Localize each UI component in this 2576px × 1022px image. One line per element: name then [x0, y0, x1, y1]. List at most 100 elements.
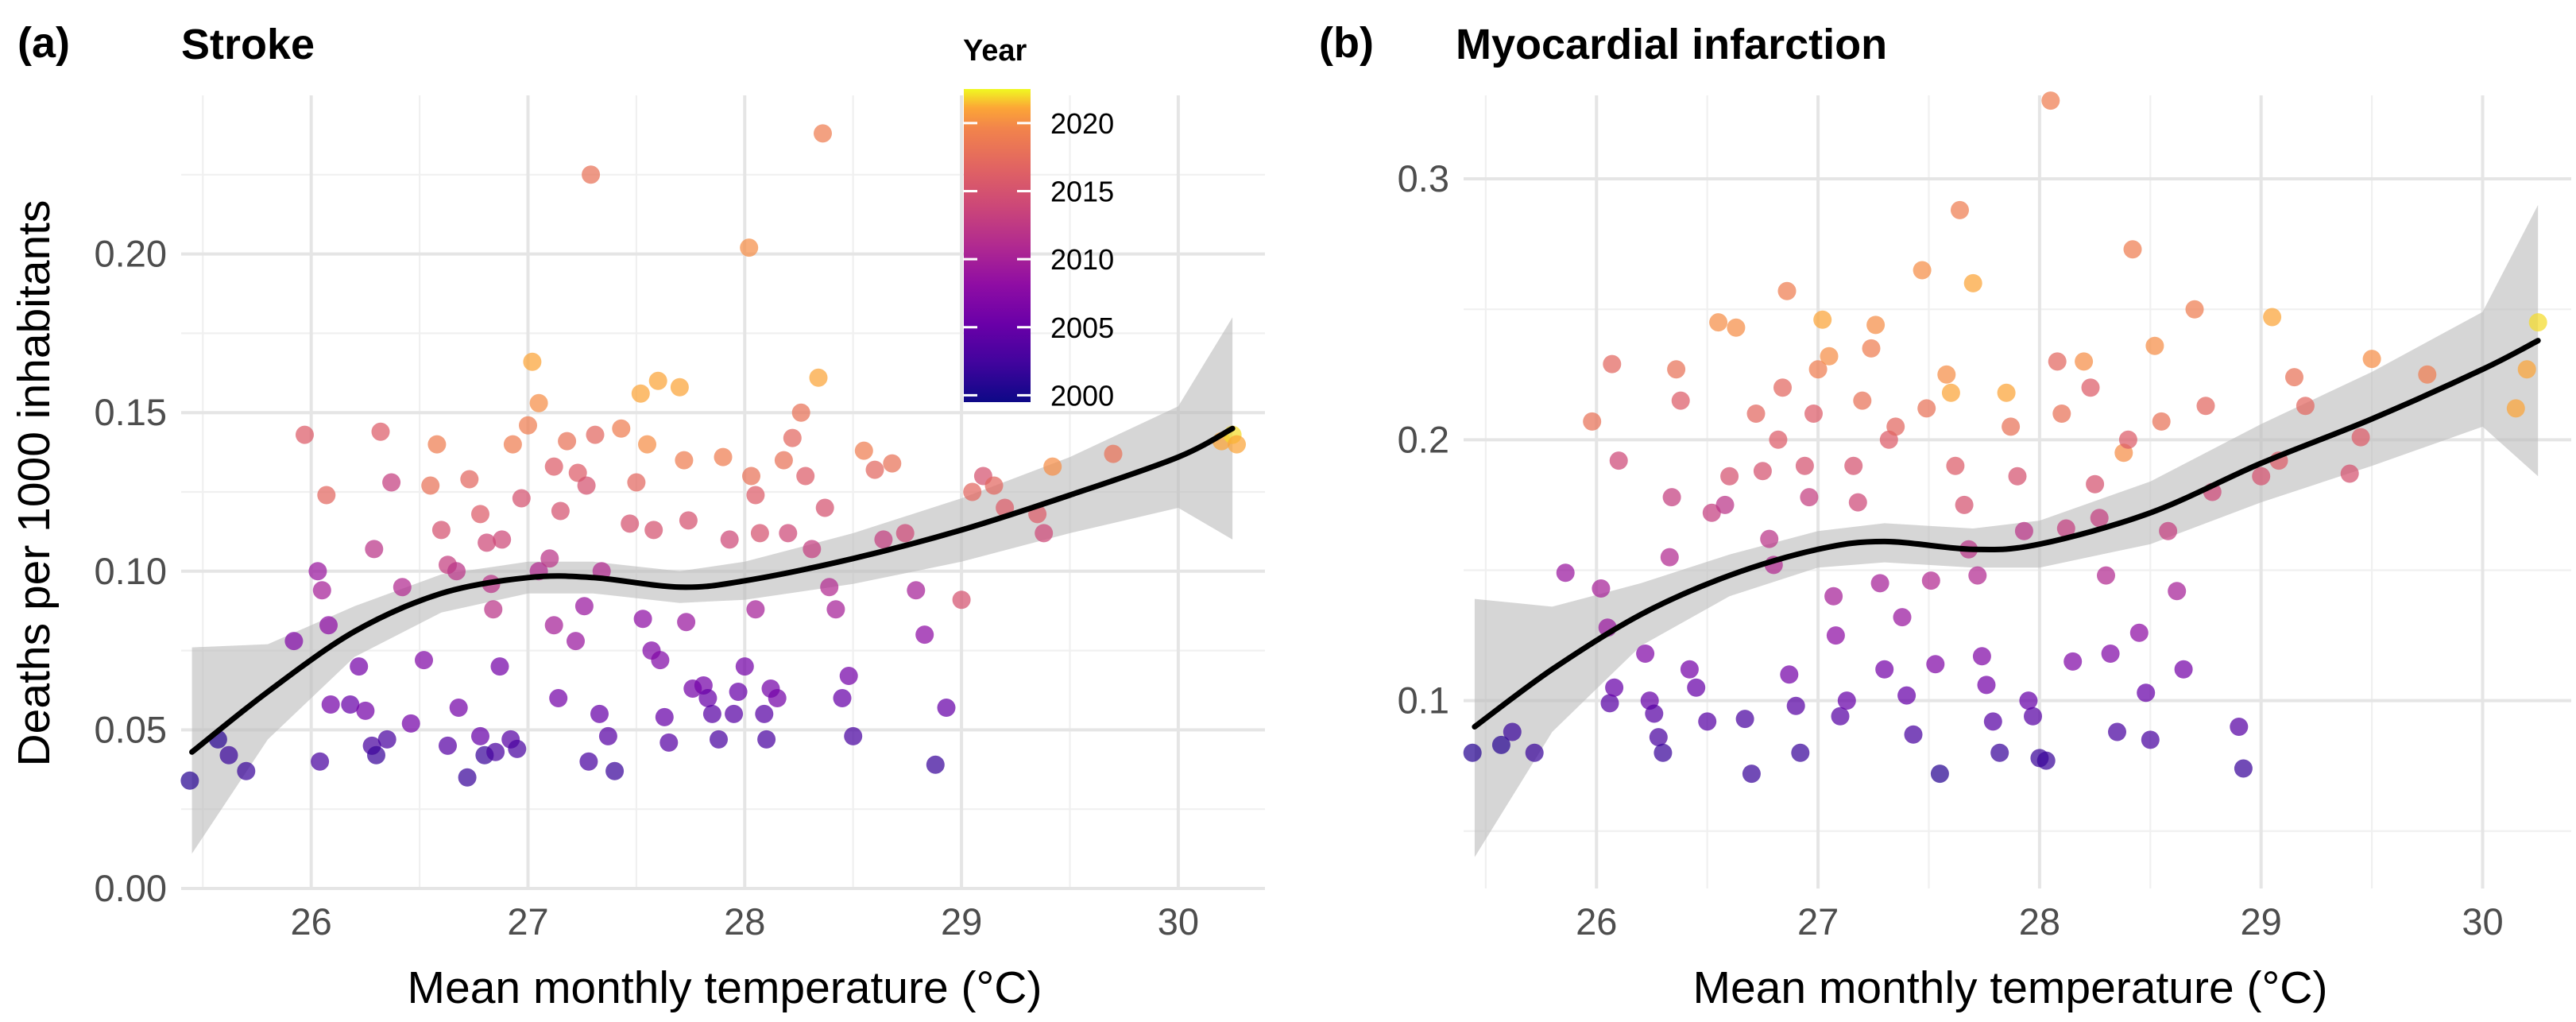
data-point	[1649, 728, 1668, 747]
data-point	[598, 726, 617, 745]
data-point	[237, 761, 256, 780]
data-point	[2252, 466, 2271, 486]
data-point	[2014, 521, 2033, 540]
data-point	[490, 657, 509, 676]
data-point	[2052, 405, 2071, 423]
data-point	[915, 625, 934, 645]
data-point	[714, 447, 733, 466]
data-point	[317, 486, 336, 505]
data-point	[1720, 466, 1739, 486]
data-point	[1824, 586, 1843, 606]
data-point	[2285, 368, 2303, 387]
data-point	[2340, 464, 2359, 483]
panel-label: (a)	[17, 19, 70, 67]
y-tick-label: 0.05	[95, 708, 167, 750]
data-point	[558, 432, 577, 451]
data-point	[2056, 519, 2075, 538]
data-point	[2168, 582, 2187, 601]
data-point	[401, 714, 420, 733]
confidence-band	[1474, 204, 2539, 857]
data-point	[820, 578, 839, 597]
data-point	[2041, 91, 2060, 110]
data-point	[1727, 318, 1746, 337]
y-axis-label: Deaths per 1000 inhabitants	[9, 199, 60, 766]
data-point	[219, 745, 238, 765]
data-point	[1709, 313, 1728, 332]
data-point	[367, 745, 385, 765]
data-point	[984, 476, 1004, 495]
data-point	[895, 524, 915, 543]
data-point	[1913, 261, 1932, 280]
x-tick-label: 29	[941, 900, 982, 943]
data-point	[312, 581, 331, 600]
data-point	[2019, 691, 2038, 710]
data-point	[1035, 524, 1054, 543]
data-point	[1946, 456, 1965, 475]
data-point	[677, 613, 696, 632]
data-point	[1503, 722, 1522, 741]
data-point	[1893, 608, 1912, 627]
data-point	[590, 704, 609, 723]
data-point	[1680, 660, 1699, 679]
data-point	[926, 755, 945, 774]
data-point	[574, 597, 594, 616]
data-point	[1813, 310, 1832, 329]
data-point	[1742, 765, 1761, 784]
data-point	[484, 600, 503, 619]
data-point	[2101, 645, 2120, 663]
data-point	[779, 524, 798, 543]
data-point	[1904, 725, 1923, 744]
data-point	[1780, 665, 1799, 684]
data-point	[365, 540, 384, 559]
data-point	[1525, 743, 1544, 762]
data-point	[2528, 313, 2547, 332]
data-point	[308, 562, 327, 581]
data-point	[1753, 462, 1772, 481]
legend-tick-label: 2020	[1050, 107, 1114, 140]
data-point	[1848, 493, 1867, 512]
data-point	[544, 457, 563, 476]
data-point	[670, 377, 689, 397]
data-point	[1735, 710, 1754, 729]
data-point	[1820, 346, 1839, 366]
data-point	[814, 124, 832, 143]
x-tick-label: 28	[2019, 900, 2060, 943]
y-tick-label: 0.3	[1398, 157, 1449, 199]
data-point	[755, 704, 774, 723]
data-point	[449, 699, 468, 717]
data-point	[2145, 336, 2164, 355]
colorbar	[964, 89, 1031, 402]
data-point	[393, 578, 412, 597]
data-point	[740, 238, 759, 257]
data-point	[1687, 678, 1706, 697]
x-tick-label: 27	[507, 900, 548, 943]
data-point	[1870, 574, 1889, 593]
data-point	[702, 704, 721, 723]
data-point	[2506, 399, 2525, 418]
x-axis-label: Mean monthly temperature (°C)	[408, 962, 1042, 1013]
data-point	[341, 695, 360, 714]
data-point	[508, 739, 527, 758]
data-point	[1972, 647, 1991, 666]
data-point	[1941, 383, 1960, 402]
data-point	[1609, 451, 1628, 470]
data-point	[2097, 566, 2115, 585]
data-point	[2129, 623, 2149, 642]
data-point	[1786, 696, 1805, 715]
data-point	[1926, 655, 1945, 674]
data-point	[1917, 399, 1936, 418]
data-point	[529, 393, 548, 412]
trend-curve	[189, 425, 1236, 755]
data-points	[180, 124, 1246, 790]
data-point	[1977, 676, 1996, 695]
x-tick-label: 30	[2462, 900, 2503, 943]
data-point	[1583, 412, 1602, 431]
grid	[1464, 95, 2571, 888]
data-point	[1951, 200, 1969, 219]
data-point	[2517, 360, 2536, 379]
data-point	[791, 403, 810, 422]
data-point	[1556, 563, 1575, 583]
data-point	[2152, 412, 2171, 431]
data-point	[1043, 457, 1062, 476]
data-point	[729, 683, 748, 701]
